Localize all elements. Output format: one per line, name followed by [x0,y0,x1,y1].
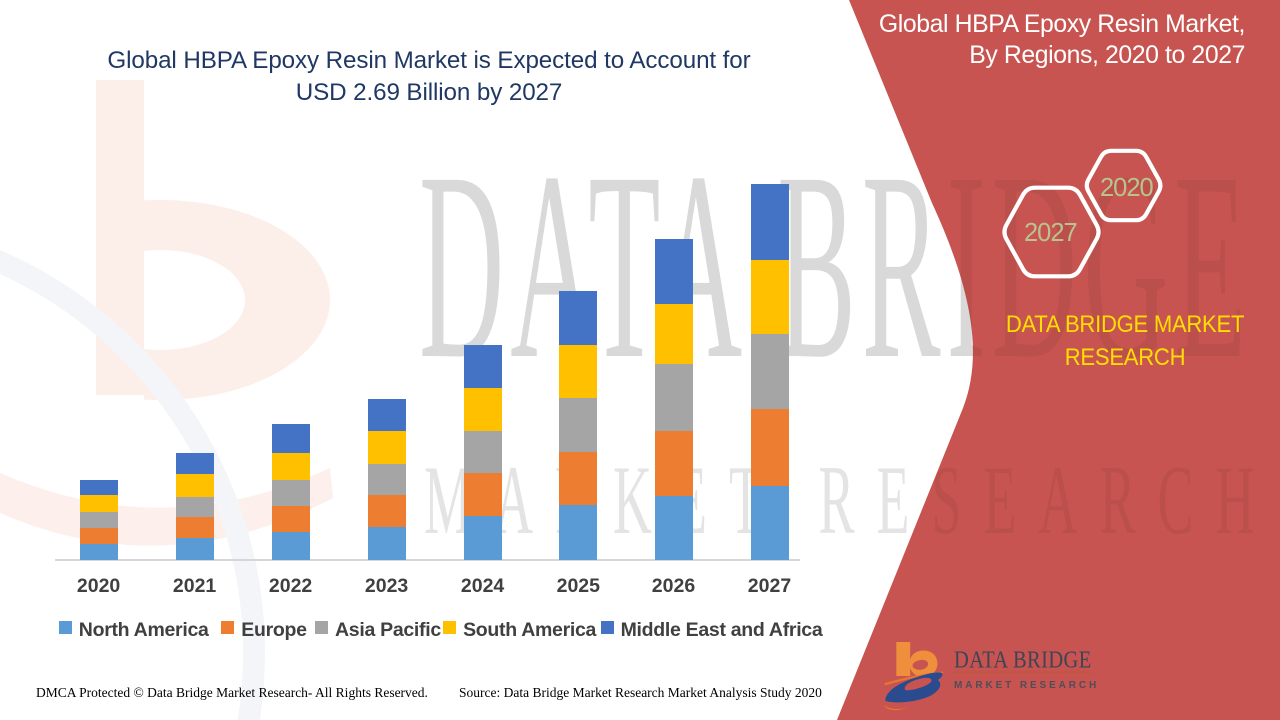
svg-text:DATA BRIDGE: DATA BRIDGE [954,646,1092,673]
svg-text:MARKET RESEARCH: MARKET RESEARCH [954,680,1099,691]
